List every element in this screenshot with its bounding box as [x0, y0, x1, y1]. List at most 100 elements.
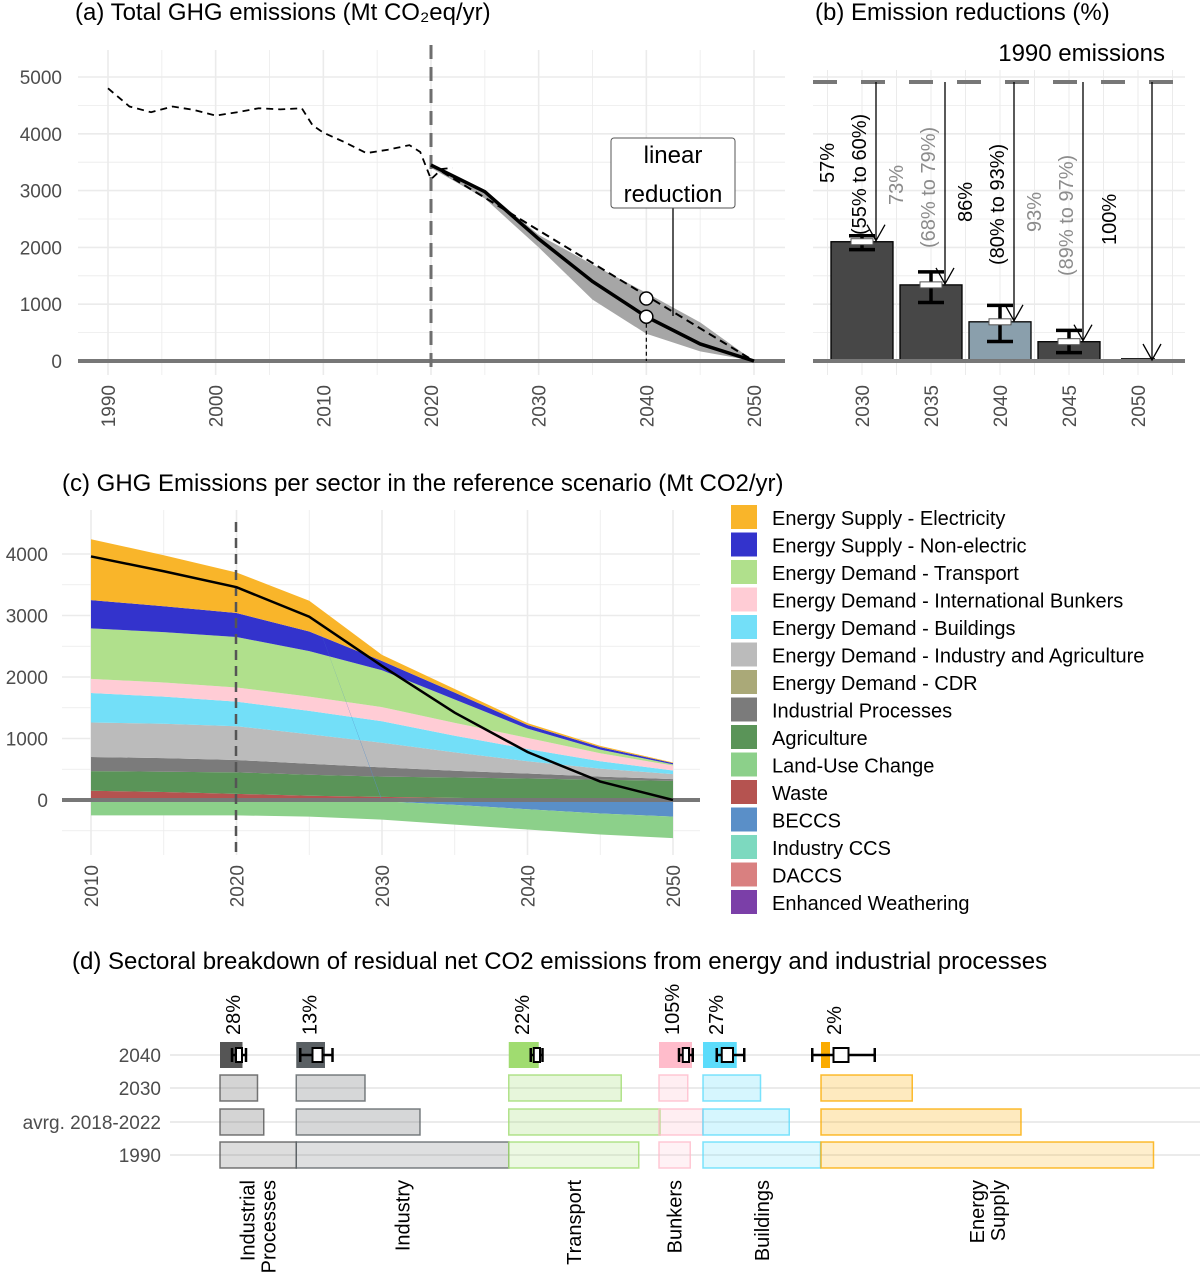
box: [235, 1047, 243, 1063]
x-tick-label: 2045: [1060, 385, 1081, 427]
range-label: (55% to 60%): [849, 114, 871, 235]
bar-2: [508, 1108, 661, 1136]
legend-label: Land-Use Change: [772, 756, 934, 778]
data-point-2040: [639, 291, 654, 306]
x-tick-label: 1990: [99, 385, 120, 427]
box: [720, 1047, 734, 1063]
legend-swatch: [731, 532, 757, 557]
y-tick-label: 1000: [20, 295, 62, 316]
legend-label: Waste: [772, 783, 828, 805]
x-tick-label: 2030: [373, 865, 394, 907]
arrow-head: [1142, 343, 1162, 362]
annotation-text: reduction: [624, 181, 723, 208]
legend-label: Energy Demand - Buildings: [772, 618, 1015, 640]
legend-swatch: [731, 697, 757, 722]
legend-swatch: [731, 752, 757, 777]
reduction-label: 100%: [1099, 194, 1121, 245]
legend-label: Energy Demand - Industry and Agriculture: [772, 646, 1144, 668]
y-tick-label: 5000: [20, 68, 62, 89]
legend-swatch: [731, 835, 757, 859]
sector-label: Transport: [564, 1180, 586, 1265]
y-tick-label: 2000: [20, 238, 62, 259]
panel-c-title: (c) GHG Emissions per sector in the refe…: [62, 470, 784, 497]
legend-label: Enhanced Weathering: [772, 893, 970, 915]
arrow-head: [935, 267, 955, 286]
x-tick-label: 2020: [422, 385, 443, 427]
bar-5: [820, 1108, 1022, 1136]
annotation-text: linear: [644, 142, 703, 169]
sector-label: Energy: [967, 1180, 989, 1243]
share-label: 2%: [824, 1006, 846, 1035]
x-tick-label: 2000: [207, 385, 228, 427]
legend-swatch: [731, 807, 757, 832]
arrow-head: [866, 224, 886, 243]
panel-b-title: (b) Emission reductions (%): [815, 0, 1110, 26]
bar-2: [508, 1074, 622, 1102]
x-tick-label: 2040: [637, 385, 658, 427]
share-label: 13%: [299, 995, 321, 1035]
bar-4: [702, 1074, 762, 1102]
sector-label: Bunkers: [665, 1180, 687, 1253]
bar-0: [219, 1141, 297, 1169]
x-tick-label: 2040: [519, 865, 540, 907]
legend-label: Energy Demand - Transport: [772, 563, 1019, 585]
legend-swatch: [731, 560, 757, 584]
box: [832, 1047, 850, 1063]
x-tick-label: 2020: [228, 865, 249, 907]
share-label: 28%: [223, 995, 245, 1035]
panel-d-title: (d) Sectoral breakdown of residual net C…: [72, 948, 1047, 975]
legend-swatch: [731, 890, 757, 914]
legend-label: Industry CCS: [772, 838, 891, 860]
legend-label: Industrial Processes: [772, 701, 952, 723]
median-marker: [850, 238, 874, 246]
y-tick-label: 4000: [20, 125, 62, 146]
legend-swatch: [731, 505, 757, 529]
bar-0: [219, 1074, 259, 1102]
area-energy-supply-non-electric: [91, 600, 673, 765]
bar-3: [658, 1108, 704, 1136]
legend-swatch: [731, 615, 757, 639]
median-marker: [988, 318, 1012, 326]
legend-swatch: [731, 587, 757, 612]
pathway-line: [90, 555, 674, 802]
legend-swatch: [731, 862, 757, 887]
legend-swatch: [731, 780, 757, 804]
area-energy-demand-transport: [91, 628, 673, 766]
row-label: 1990: [119, 1146, 161, 1167]
box: [311, 1047, 324, 1063]
y-tick-label: 0: [37, 791, 48, 812]
legend-label: DACCS: [772, 866, 842, 888]
share-label: 22%: [512, 995, 534, 1035]
panel-a-title: (a) Total GHG emissions (Mt CO₂eq/yr): [75, 0, 491, 26]
x-tick-label: 2030: [853, 385, 874, 427]
legend-swatch: [731, 725, 757, 749]
data-point-2040: [639, 309, 654, 324]
legend-label: BECCS: [772, 811, 841, 833]
bar-4: [702, 1141, 822, 1169]
arrow-head: [1004, 304, 1024, 323]
legend-swatch: [731, 670, 757, 694]
median-marker: [919, 281, 943, 289]
bar-0: [219, 1108, 265, 1136]
reduction-label: 73%: [886, 165, 908, 205]
row-label: 2040: [119, 1046, 161, 1067]
legend-label: Energy Demand - International Bunkers: [772, 591, 1123, 613]
y-tick-label: 0: [51, 352, 62, 373]
share-label: 105%: [662, 984, 684, 1035]
range-label: (80% to 93%): [987, 144, 1009, 265]
x-tick-label: 2010: [314, 385, 335, 427]
sector-label: Industry: [393, 1180, 415, 1251]
legend-label: Energy Supply - Non-electric: [772, 536, 1027, 558]
annotation-box: [610, 137, 736, 209]
x-tick-label: 2040: [991, 385, 1012, 427]
box: [532, 1047, 541, 1063]
x-tick-label: 2050: [1129, 385, 1150, 427]
bar-1: [295, 1141, 510, 1169]
y-tick-label: 3000: [20, 182, 62, 203]
y-tick-label: 3000: [6, 607, 48, 628]
x-tick-label: 2035: [922, 385, 943, 427]
legend-label: Energy Demand - CDR: [772, 673, 978, 695]
linear-reduction-line: [430, 164, 755, 362]
historical-line: [107, 87, 453, 181]
area-energy-demand-international-bunkers: [91, 678, 673, 771]
